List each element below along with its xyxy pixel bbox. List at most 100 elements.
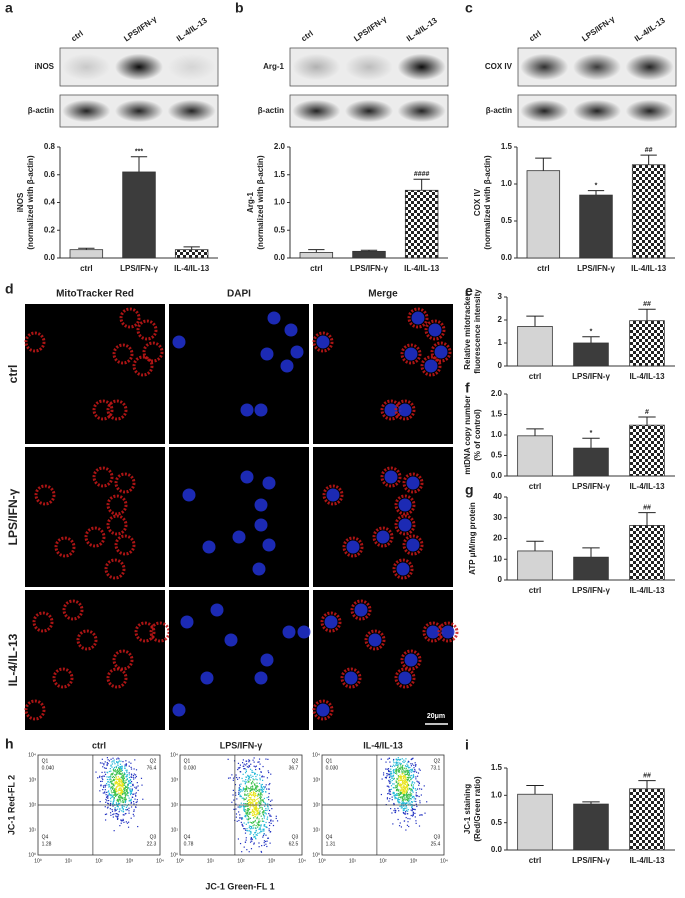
panel-label: e	[465, 283, 473, 299]
bar	[631, 164, 666, 259]
flow-event	[390, 793, 392, 795]
flow-y-tick-label: 10⁴	[170, 752, 178, 758]
flow-event	[266, 777, 269, 779]
flow-event	[413, 796, 415, 798]
significance-mark: *	[595, 183, 598, 190]
flow-event	[392, 791, 394, 794]
flow-event	[113, 799, 115, 801]
flow-event	[247, 813, 249, 815]
flow-event	[252, 793, 254, 796]
flow-event	[125, 765, 127, 767]
nucleus	[396, 562, 410, 576]
flow-event	[254, 832, 256, 834]
flow-event	[266, 797, 268, 799]
flow-event	[399, 789, 402, 792]
flow-event	[121, 768, 123, 770]
flow-event	[249, 806, 251, 808]
flow-event	[256, 802, 259, 804]
flow-event	[112, 774, 114, 776]
flow-event	[112, 760, 114, 762]
flow-event	[389, 770, 391, 772]
flow-event	[127, 784, 129, 787]
flow-event	[412, 787, 414, 789]
quadrant-value: 1.31	[326, 841, 336, 847]
flow-event	[244, 829, 247, 831]
blot-band	[573, 53, 621, 81]
flow-event	[256, 794, 258, 797]
flow-event	[403, 771, 405, 773]
flow-event	[268, 813, 270, 815]
nucleus	[368, 633, 382, 647]
flow-event	[408, 772, 411, 774]
flow-event	[387, 793, 389, 795]
flow-event	[406, 790, 408, 792]
flow-event	[257, 761, 259, 763]
flow-event	[390, 785, 393, 787]
flow-event	[118, 796, 120, 798]
flow-event	[380, 793, 382, 796]
flow-event	[403, 795, 405, 797]
y-tick-label: 1.5	[491, 763, 503, 772]
row-label: ctrl	[6, 365, 20, 384]
flow-event	[389, 775, 391, 777]
y-tick-label: 1.5	[491, 410, 503, 419]
flow-event	[394, 794, 397, 796]
flow-event	[247, 808, 249, 810]
flow-event	[120, 789, 122, 791]
flow-event	[397, 758, 399, 761]
flow-event	[125, 789, 127, 791]
flow-event	[268, 771, 270, 774]
flow-event	[247, 809, 249, 812]
flow-event	[116, 786, 118, 788]
flow-title: ctrl	[92, 740, 106, 750]
flow-event	[107, 794, 109, 796]
flow-event	[120, 801, 122, 803]
flow-event	[123, 788, 125, 791]
flow-event	[130, 799, 132, 801]
flow-event	[255, 765, 258, 767]
flow-event	[407, 783, 409, 786]
lane-label: IL-4/IL-13	[633, 16, 667, 44]
flow-event	[393, 792, 395, 794]
flow-event	[128, 812, 130, 814]
flow-event	[407, 795, 409, 797]
flow-event	[418, 781, 420, 783]
flow-event	[261, 799, 263, 801]
flow-x-tick-label: 10¹	[349, 858, 357, 864]
flow-event	[106, 776, 108, 778]
flow-event	[411, 806, 413, 808]
flow-event	[118, 798, 120, 800]
bar	[517, 550, 553, 581]
flow-event	[256, 782, 258, 784]
flow-event	[132, 776, 134, 779]
flow-event	[256, 787, 258, 789]
flow-event	[385, 768, 387, 770]
flow-event	[256, 807, 258, 809]
flow-event	[128, 821, 130, 823]
flow-event	[387, 768, 390, 770]
flow-event	[251, 794, 253, 796]
column-title: Merge	[368, 289, 398, 300]
flow-event	[245, 814, 247, 817]
flow-event	[402, 811, 404, 814]
flow-event	[129, 778, 132, 781]
quadrant-value: 36.7	[289, 765, 299, 771]
y-tick-label: 0.4	[44, 198, 56, 207]
nucleus	[398, 403, 412, 417]
flow-event	[245, 785, 248, 788]
flow-event	[247, 802, 249, 804]
flow-event	[410, 778, 412, 781]
flow-event	[255, 805, 257, 808]
y-axis-label: Arg-1	[246, 192, 255, 213]
flow-event	[125, 790, 128, 792]
flow-event	[409, 767, 411, 769]
nucleus	[384, 470, 398, 484]
flow-event	[123, 799, 125, 801]
flow-event	[407, 761, 409, 763]
flow-event	[416, 805, 418, 808]
flow-event	[117, 803, 119, 806]
flow-event	[129, 788, 131, 790]
flow-event	[254, 800, 256, 802]
flow-event	[406, 778, 408, 781]
flow-event	[404, 807, 406, 809]
